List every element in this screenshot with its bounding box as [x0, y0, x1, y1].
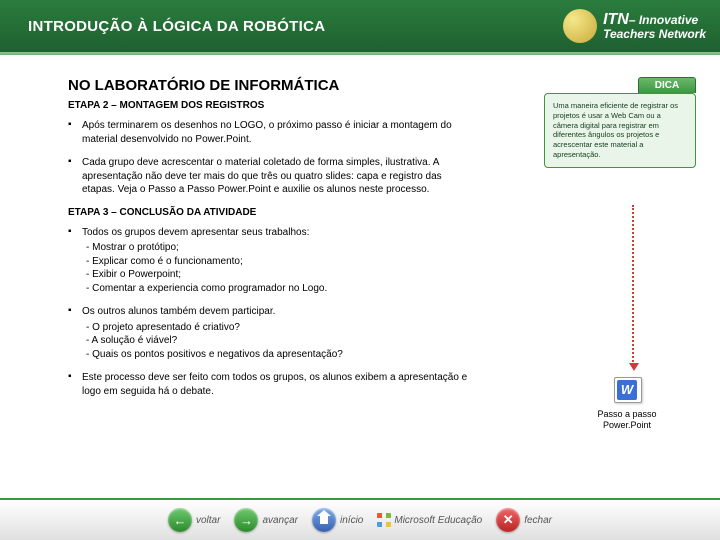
- forward-button[interactable]: → avançar: [234, 508, 298, 532]
- sub-item: - O projeto apresentado é criativo?: [86, 321, 343, 335]
- home-icon: [312, 508, 336, 532]
- tip-body: Uma maneira eficiente de registrar os pr…: [544, 93, 696, 168]
- sub-item: - Exibir o Powerpoint;: [86, 268, 327, 282]
- etapa2-item: ▪ Após terminarem os desenhos no LOGO, o…: [68, 119, 468, 146]
- close-label: fechar: [524, 515, 552, 526]
- globe-icon: [563, 9, 597, 43]
- etapa3-item: ▪ Este processo deve ser feito com todos…: [68, 371, 468, 398]
- bullet-icon: ▪: [68, 371, 82, 398]
- sub-item: - A solução é viável?: [86, 334, 343, 348]
- etapa3-item: ▪ Os outros alunos também devem particip…: [68, 305, 468, 361]
- sub-list: - O projeto apresentado é criativo? - A …: [82, 321, 343, 362]
- bullet-text: Este processo deve ser feito com todos o…: [82, 371, 468, 398]
- arrow-right-icon: →: [234, 508, 258, 532]
- bullet-icon: ▪: [68, 226, 82, 296]
- ms-label: Microsoft Educação: [394, 515, 482, 526]
- sub-item: - Mostrar o protótipo;: [86, 241, 327, 255]
- footer-nav: ← voltar → avançar início Microsoft Educ…: [0, 498, 720, 540]
- header-bar: INTRODUÇÃO À LÓGICA DA ROBÓTICA ITN– Inn…: [0, 0, 720, 52]
- sub-item: - Quais os pontos positivos e negativos …: [86, 348, 343, 362]
- word-w-icon: W: [617, 380, 637, 400]
- arrow-left-icon: ←: [168, 508, 192, 532]
- header-title: INTRODUÇÃO À LÓGICA DA ROBÓTICA: [0, 18, 325, 35]
- back-button[interactable]: ← voltar: [168, 508, 220, 532]
- word-document-icon[interactable]: W: [614, 377, 642, 405]
- document-page-icon: W: [614, 377, 642, 403]
- bullet-text: Os outros alunos também devem participar…: [82, 305, 343, 361]
- etapa3-item: ▪ Todos os grupos devem apresentar seus …: [68, 226, 468, 296]
- attachment-label: Passo a passo Power.Point: [590, 409, 664, 431]
- content-area: NO LABORATÓRIO DE INFORMÁTICA ETAPA 2 – …: [0, 55, 720, 495]
- logo-line2: Teachers Network: [603, 27, 706, 41]
- forward-label: avançar: [262, 515, 298, 526]
- microsoft-flag-icon: [377, 513, 391, 527]
- etapa3-lead: Os outros alunos também devem participar…: [82, 306, 275, 317]
- ms-education-button[interactable]: Microsoft Educação: [377, 513, 482, 527]
- tip-box: DICA Uma maneira eficiente de registrar …: [544, 77, 696, 168]
- arrow-down-icon: [632, 205, 634, 365]
- etapa3-lead: Todos os grupos devem apresentar seus tr…: [82, 227, 309, 238]
- etapa2-item: ▪ Cada grupo deve acrescentar o material…: [68, 156, 468, 197]
- bullet-icon: ▪: [68, 156, 82, 197]
- etapa3-heading: ETAPA 3 – CONCLUSÃO DA ATIVIDADE: [68, 207, 690, 218]
- header-logo: ITN– Innovative Teachers Network: [563, 8, 706, 44]
- close-button[interactable]: ✕ fechar: [496, 508, 552, 532]
- sub-item: - Explicar como é o funcionamento;: [86, 255, 327, 269]
- tip-label: DICA: [638, 77, 696, 93]
- bullet-text: Todos os grupos devem apresentar seus tr…: [82, 226, 327, 296]
- logo-line1: – Innovative: [629, 13, 698, 27]
- close-icon: ✕: [496, 508, 520, 532]
- home-label: início: [340, 515, 363, 526]
- sub-item: - Comentar a experiencia como programado…: [86, 282, 327, 296]
- bullet-icon: ▪: [68, 119, 82, 146]
- home-button[interactable]: início: [312, 508, 363, 532]
- back-label: voltar: [196, 515, 220, 526]
- logo-text: ITN– Innovative Teachers Network: [603, 11, 706, 42]
- bullet-icon: ▪: [68, 305, 82, 361]
- bullet-text: Cada grupo deve acrescentar o material c…: [82, 156, 468, 197]
- bullet-text: Após terminarem os desenhos no LOGO, o p…: [82, 119, 468, 146]
- sub-list: - Mostrar o protótipo; - Explicar como é…: [82, 241, 327, 295]
- logo-brand: ITN: [603, 11, 629, 28]
